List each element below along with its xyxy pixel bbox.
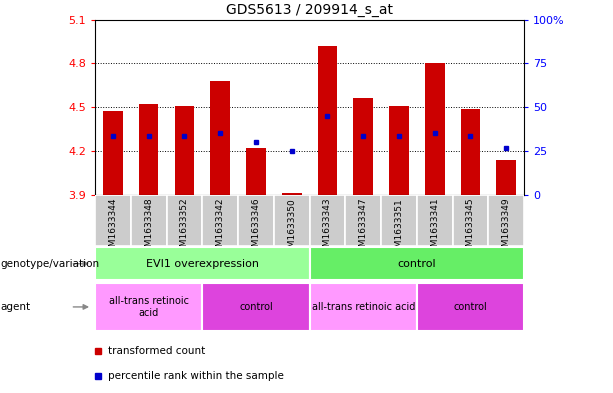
Text: GSM1633348: GSM1633348 <box>144 198 153 259</box>
FancyBboxPatch shape <box>238 195 274 246</box>
FancyBboxPatch shape <box>345 195 381 246</box>
Text: control: control <box>397 259 436 269</box>
Bar <box>318 46 337 195</box>
Bar <box>460 108 481 195</box>
Text: GSM1633349: GSM1633349 <box>501 198 511 259</box>
Text: GSM1633347: GSM1633347 <box>359 198 368 259</box>
Text: GSM1633341: GSM1633341 <box>430 198 440 259</box>
Bar <box>103 112 123 195</box>
Bar <box>246 148 266 195</box>
FancyBboxPatch shape <box>202 283 310 331</box>
Text: GSM1633345: GSM1633345 <box>466 198 475 259</box>
FancyBboxPatch shape <box>310 195 345 246</box>
Text: all-trans retinoic
acid: all-trans retinoic acid <box>109 296 189 318</box>
Text: GSM1633350: GSM1633350 <box>287 198 296 259</box>
Title: GDS5613 / 209914_s_at: GDS5613 / 209914_s_at <box>226 3 393 17</box>
Text: EVI1 overexpression: EVI1 overexpression <box>146 259 259 269</box>
Bar <box>282 193 302 195</box>
FancyBboxPatch shape <box>310 247 524 280</box>
Bar <box>425 63 444 195</box>
FancyBboxPatch shape <box>452 195 489 246</box>
Bar <box>139 104 159 195</box>
FancyBboxPatch shape <box>489 195 524 246</box>
FancyBboxPatch shape <box>202 195 238 246</box>
FancyBboxPatch shape <box>417 195 452 246</box>
Bar <box>353 98 373 195</box>
FancyBboxPatch shape <box>131 195 167 246</box>
Text: control: control <box>239 302 273 312</box>
FancyBboxPatch shape <box>95 283 202 331</box>
Bar <box>497 160 516 195</box>
Text: GSM1633343: GSM1633343 <box>323 198 332 259</box>
FancyBboxPatch shape <box>274 195 310 246</box>
Text: percentile rank within the sample: percentile rank within the sample <box>108 371 284 381</box>
FancyBboxPatch shape <box>310 283 417 331</box>
Text: GSM1633352: GSM1633352 <box>180 198 189 259</box>
Text: transformed count: transformed count <box>108 346 205 356</box>
FancyBboxPatch shape <box>381 195 417 246</box>
Text: control: control <box>454 302 487 312</box>
Bar <box>210 81 230 195</box>
Bar <box>175 106 194 195</box>
Text: GSM1633351: GSM1633351 <box>394 198 403 259</box>
Text: GSM1633346: GSM1633346 <box>251 198 261 259</box>
Text: GSM1633342: GSM1633342 <box>216 198 225 258</box>
FancyBboxPatch shape <box>417 283 524 331</box>
FancyBboxPatch shape <box>167 195 202 246</box>
Text: agent: agent <box>0 302 30 312</box>
Bar <box>389 106 409 195</box>
Text: GSM1633344: GSM1633344 <box>109 198 118 258</box>
Text: genotype/variation: genotype/variation <box>0 259 99 269</box>
Text: all-trans retinoic acid: all-trans retinoic acid <box>311 302 415 312</box>
FancyBboxPatch shape <box>95 195 131 246</box>
FancyBboxPatch shape <box>95 247 310 280</box>
